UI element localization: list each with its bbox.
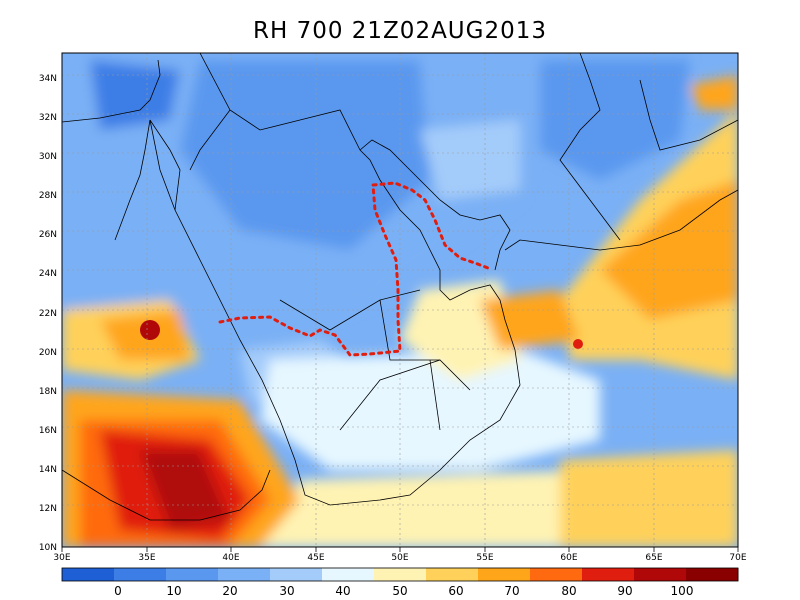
lat-label: 16N <box>39 426 57 436</box>
lat-label: 30N <box>39 152 57 162</box>
colorbar-swatch <box>426 568 479 581</box>
lon-label: 35E <box>138 553 155 563</box>
latitude-labels: 10N 12N 14N 16N 18N 20N 22N 24N 26N 28N … <box>39 74 57 553</box>
map-title: RH 700 21Z02AUG2013 <box>252 18 547 44</box>
lon-label: 40E <box>222 553 239 563</box>
colorbar-label: 70 <box>504 584 519 598</box>
colorbar-label: 10 <box>166 584 181 598</box>
colorbar-swatch <box>322 568 375 581</box>
lon-label: 45E <box>307 553 324 563</box>
lat-label: 32N <box>39 113 57 123</box>
lon-label: 70E <box>729 553 746 563</box>
colorbar-label: 40 <box>335 584 350 598</box>
ticks <box>61 547 739 552</box>
colorbar-swatch <box>374 568 427 581</box>
lat-label: 22N <box>39 309 57 319</box>
lon-label: 60E <box>560 553 577 563</box>
lon-label: 55E <box>476 553 493 563</box>
colorbar-label: 20 <box>222 584 237 598</box>
colorbar-swatch <box>478 568 531 581</box>
colorbar-label: 90 <box>617 584 632 598</box>
colorbar-label: 30 <box>279 584 294 598</box>
colorbar-swatch <box>634 568 687 581</box>
colorbar-swatch <box>166 568 219 581</box>
longitude-labels: 30E 35E 40E 45E 50E 55E 60E 65E 70E <box>53 553 746 563</box>
colorbar-swatch <box>582 568 635 581</box>
colorbar-label: 0 <box>114 584 122 598</box>
highlighted-region-outline <box>218 181 490 357</box>
lon-label: 30E <box>53 553 70 563</box>
lat-label: 20N <box>39 348 57 358</box>
lat-label: 24N <box>39 269 57 279</box>
lon-label: 65E <box>645 553 662 563</box>
colorbar <box>61 567 739 582</box>
graticule <box>62 53 738 547</box>
colorbar-label: 50 <box>392 584 407 598</box>
colorbar-labels: 0 10 20 30 40 50 60 70 80 90 100 <box>114 584 693 598</box>
colorbar-swatch <box>218 568 271 581</box>
colorbar-label: 60 <box>448 584 463 598</box>
coastlines <box>62 53 738 521</box>
colorbar-swatch <box>530 568 583 581</box>
colorbar-label: 100 <box>671 584 694 598</box>
lat-label: 14N <box>39 465 57 475</box>
lon-label: 50E <box>391 553 408 563</box>
lat-label: 34N <box>39 74 57 84</box>
lat-label: 10N <box>39 543 57 553</box>
colorbar-frame <box>61 567 739 582</box>
colorbar-swatch <box>114 568 167 581</box>
lat-label: 26N <box>39 230 57 240</box>
lat-label: 12N <box>39 504 57 514</box>
lat-label: 28N <box>39 191 57 201</box>
colorbar-swatch <box>270 568 323 581</box>
lat-label: 18N <box>39 387 57 397</box>
colorbar-swatch <box>686 568 739 581</box>
colorbar-label: 80 <box>561 584 576 598</box>
colorbar-swatch <box>62 568 115 581</box>
